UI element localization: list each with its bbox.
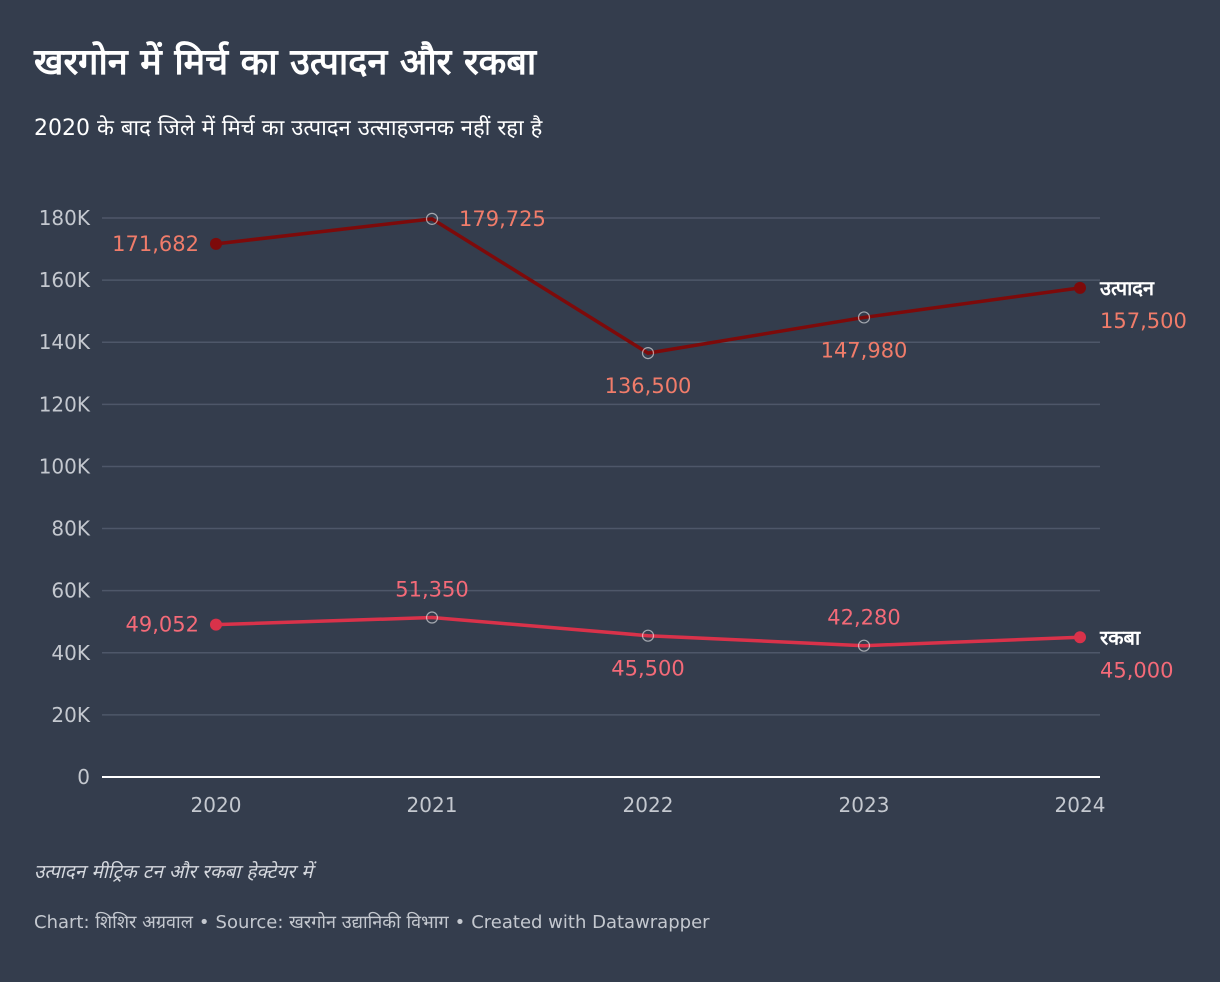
y-axis-ticks: 0 20K 40K 60K 80K 100K 120K 140K 160K 180K	[39, 206, 91, 789]
data-point	[210, 618, 222, 631]
chart-footer: Chart: शिशिर अग्रवाल • Source: खरगोन उद्या…	[34, 910, 710, 934]
data-label: 179,725	[459, 207, 546, 231]
y-tick-label: 140K	[39, 330, 91, 354]
chart-credit: Chart: शिशिर अग्रवाल	[34, 912, 193, 933]
y-tick-label: 0	[77, 765, 90, 789]
y-tick-label: 100K	[39, 454, 91, 478]
data-point	[641, 346, 655, 360]
chart-subtitle: 2020 के बाद जिले में मिर्च का उत्पादन उत…	[34, 116, 543, 141]
data-point	[857, 311, 871, 324]
data-label: 45,000	[1100, 658, 1173, 682]
y-tick-label: 20K	[51, 703, 90, 727]
data-point	[857, 639, 871, 652]
data-point	[210, 237, 222, 250]
series-name-label: उत्पादन	[1099, 276, 1155, 300]
series-line	[214, 217, 1082, 355]
series-line	[214, 615, 1082, 648]
data-label: 42,280	[827, 606, 900, 630]
footer-separator: •	[198, 912, 210, 933]
data-label: 49,052	[126, 613, 199, 637]
data-point	[1074, 631, 1086, 644]
chart-note: उत्पादन मीट्रिक टन और रकबा हेक्टेयर में	[34, 861, 313, 883]
x-tick-label: 2024	[1055, 793, 1106, 817]
data-label: 51,350	[395, 578, 468, 602]
data-point	[1074, 281, 1086, 294]
x-axis-ticks: 2020 2021 2022 2023 2024	[191, 793, 1106, 817]
data-point	[641, 629, 655, 642]
series-lines	[210, 212, 1086, 652]
data-labels: 171,682 179,725 136,500 147,980 उत्पादन 157,5…	[112, 207, 1187, 682]
gridlines	[102, 217, 1100, 778]
y-tick-label: 120K	[39, 392, 91, 416]
source-text: Source: खरगोन उद्यानिकी विभाग	[215, 912, 449, 933]
x-tick-label: 2021	[407, 793, 458, 817]
data-label: 147,980	[821, 338, 908, 362]
footer-separator: •	[454, 912, 466, 933]
data-point	[425, 611, 439, 624]
data-label: 45,500	[611, 657, 684, 681]
x-tick-label: 2022	[623, 793, 674, 817]
data-point	[425, 212, 439, 225]
x-tick-label: 2020	[191, 793, 242, 817]
y-tick-label: 60K	[51, 579, 90, 603]
data-label: 157,500	[1100, 309, 1187, 333]
data-label: 171,682	[112, 232, 199, 256]
created-with: Created with Datawrapper	[471, 912, 710, 933]
series-name-label: रकबा	[1099, 625, 1141, 649]
chart-title: खरगोन में मिर्च का उत्पादन और रकबा	[34, 42, 537, 83]
x-tick-label: 2023	[839, 793, 890, 817]
y-tick-label: 80K	[51, 517, 90, 541]
y-tick-label: 160K	[39, 268, 91, 292]
data-label: 136,500	[605, 374, 692, 398]
y-tick-label: 180K	[39, 206, 91, 230]
y-tick-label: 40K	[51, 641, 90, 665]
